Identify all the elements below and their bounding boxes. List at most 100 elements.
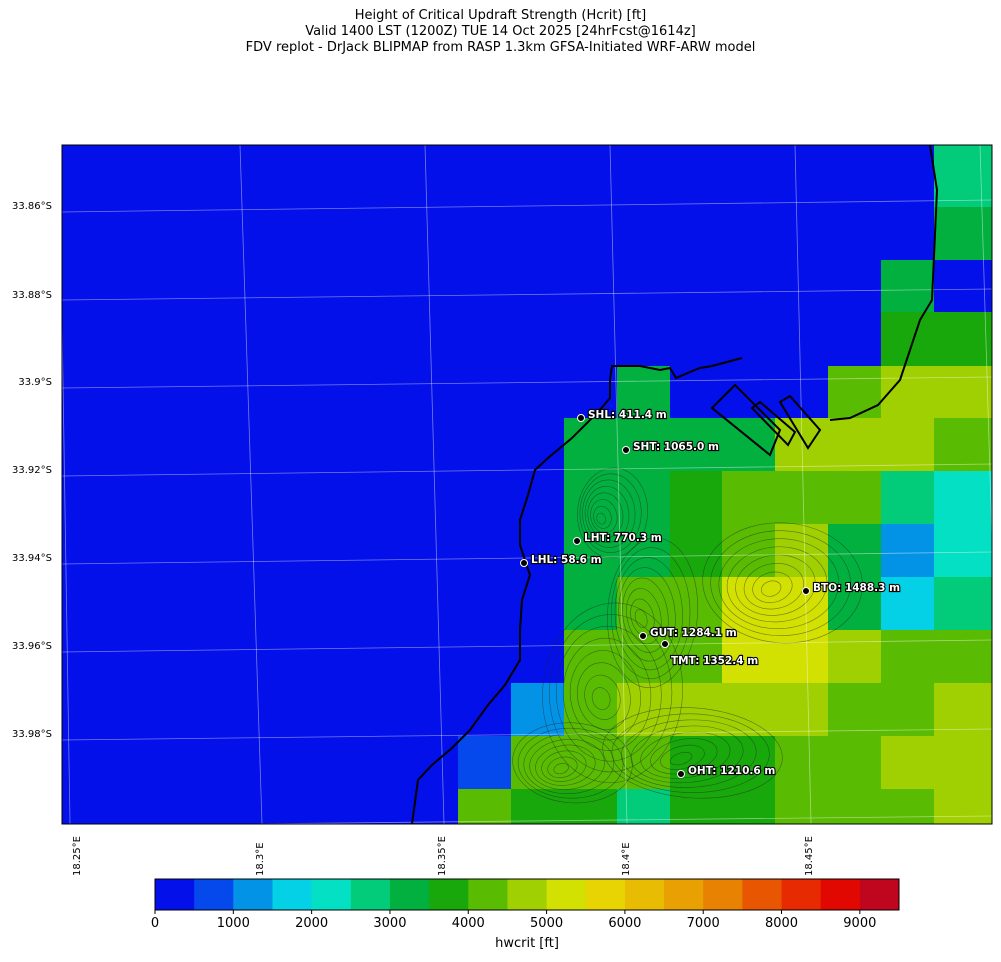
longitude-label: 18.4°E	[621, 842, 632, 876]
colorbar-tick-label: 7000	[686, 916, 720, 931]
hcrit-cell	[775, 471, 828, 524]
colorbar-swatch	[311, 879, 352, 910]
latitude-label: 33.92°S	[12, 465, 52, 476]
longitude-gridline	[424, 144, 445, 825]
contour-line	[512, 722, 633, 804]
station-marker-lht	[573, 537, 581, 545]
colorbar-tick-label: 0	[150, 916, 160, 931]
contour-line	[626, 588, 662, 645]
colorbar-swatch	[820, 879, 861, 910]
contour-line	[735, 554, 816, 616]
hcrit-cell	[670, 736, 722, 789]
latitude-label: 33.94°S	[12, 553, 52, 564]
hcrit-cell	[458, 736, 511, 789]
hcrit-cell	[828, 577, 881, 630]
hcrit-cell	[722, 789, 775, 824]
map-title-line-3: FDV replot - DrJack BLIPMAP from RASP 1.…	[245, 40, 756, 55]
hcrit-cell	[458, 789, 511, 824]
station-label-shl: SHL: 411.4 m	[588, 409, 667, 421]
hcrit-cell	[934, 418, 992, 471]
station-marker-shl	[577, 414, 585, 422]
hcrit-cell	[934, 683, 992, 736]
contour-line	[610, 547, 691, 680]
colorbar	[154, 878, 900, 914]
longitude-gridline	[609, 144, 628, 825]
hcrit-cell	[881, 683, 934, 736]
hcrit-cell	[881, 577, 934, 630]
colorbar-swatch	[859, 879, 900, 910]
station-marker-gut	[639, 632, 647, 640]
hcrit-cell	[775, 736, 828, 789]
longitude-label: 18.25°E	[72, 836, 83, 876]
contour-line	[607, 537, 699, 689]
contour-line	[547, 756, 578, 778]
station-label-gut: GUT: 1284.1 m	[650, 627, 737, 639]
contour-line	[582, 479, 636, 548]
hcrit-cell	[934, 207, 992, 260]
longitude-gridline	[239, 144, 263, 825]
hcrit-cell	[828, 366, 881, 418]
contour-line	[541, 750, 587, 782]
latitude-gridline	[61, 551, 993, 565]
contour-line	[622, 577, 669, 653]
contour-line	[535, 744, 596, 786]
contour-line	[618, 567, 676, 662]
contour-line	[630, 725, 744, 784]
contour-line	[669, 752, 693, 766]
hcrit-grid-cells	[62, 145, 992, 824]
hcrit-cell	[934, 366, 992, 418]
hcrit-cell	[881, 789, 934, 824]
contour-line	[549, 614, 673, 773]
contour-line	[634, 609, 648, 629]
harbour-outline-2	[750, 400, 797, 447]
harbour-outline-1	[710, 383, 782, 457]
hcrit-cell	[617, 789, 670, 824]
hcrit-cell	[828, 524, 881, 577]
map-title-line-2: Valid 1400 LST (1200Z) TUE 14 Oct 2025 […	[305, 24, 696, 39]
longitude-gridline	[794, 144, 812, 825]
hcrit-cell	[775, 683, 828, 736]
hcrit-cell	[881, 418, 934, 471]
colorbar-swatch	[585, 879, 626, 910]
hcrit-cell	[775, 789, 828, 824]
contour-line	[579, 473, 642, 553]
hcrit-cell	[722, 736, 775, 789]
hcrit-cell	[881, 524, 934, 577]
colorbar-swatch	[624, 879, 665, 910]
longitude-label: 18.35°E	[437, 836, 448, 876]
hcrit-cell	[828, 683, 881, 736]
hcrit-cell	[934, 153, 992, 207]
contour-line	[710, 530, 851, 636]
contour-line	[650, 738, 718, 775]
contour-line	[660, 744, 705, 770]
contour-line	[590, 499, 618, 534]
colorbar-swatch	[233, 879, 273, 910]
hcrit-cell	[828, 630, 881, 683]
hcrit-cell	[670, 524, 722, 577]
colorbar-swatch	[781, 879, 822, 910]
colorbar-swatch	[546, 879, 587, 910]
latitude-label: 33.88°S	[12, 290, 52, 301]
hcrit-cell	[722, 471, 775, 524]
contour-line	[584, 485, 630, 543]
latitude-label: 33.96°S	[12, 641, 52, 652]
station-marker-bto	[802, 587, 810, 595]
hcrit-cell	[934, 736, 992, 789]
colorbar-swatch	[389, 879, 430, 910]
station-label-oht: OHT: 1210.6 m	[688, 765, 775, 777]
longitude-gridline	[61, 319, 71, 825]
longitude-label: 18.45°E	[804, 836, 815, 876]
station-label-lhl: LHL: 58.6 m	[531, 554, 602, 566]
colorbar-tick-label: 2000	[295, 916, 329, 931]
colorbar-swatch	[429, 879, 469, 910]
hcrit-cell	[934, 630, 992, 683]
hcrit-cell	[617, 577, 670, 630]
coastline-north	[829, 144, 939, 421]
contour-line	[523, 733, 615, 795]
hcrit-cell	[564, 418, 617, 471]
contour-line	[529, 738, 605, 790]
station-marker-lhl	[520, 559, 528, 567]
contour-line	[591, 687, 611, 710]
hcrit-cell	[934, 312, 992, 366]
